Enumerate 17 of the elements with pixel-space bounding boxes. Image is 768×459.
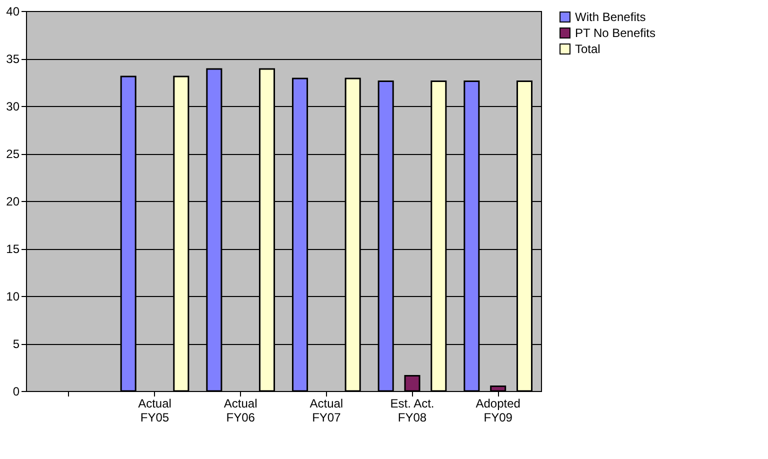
y-tick-label: 0 [12,384,20,398]
y-tick-label: 15 [6,242,20,256]
y-tick-label: 5 [12,337,20,351]
y-tick-label: 35 [6,52,20,66]
legend-label: PT No Benefits [575,26,656,40]
y-tick-label: 30 [6,100,20,114]
y-tick-label: 25 [6,147,20,161]
legend-label: With Benefits [575,10,646,24]
x-tick-label: Est. Act. FY08 [390,396,434,424]
x-tick-label: Actual FY07 [310,396,344,424]
legend-label: Total [575,42,600,56]
y-tick-label: 10 [6,290,20,304]
x-tick-label: Actual FY05 [138,396,172,424]
x-tick-label: Adopted FY09 [476,396,520,424]
y-tick-label: 20 [6,194,20,208]
x-tick-label: Actual FY06 [224,396,258,424]
y-tick-label: 40 [6,4,20,18]
